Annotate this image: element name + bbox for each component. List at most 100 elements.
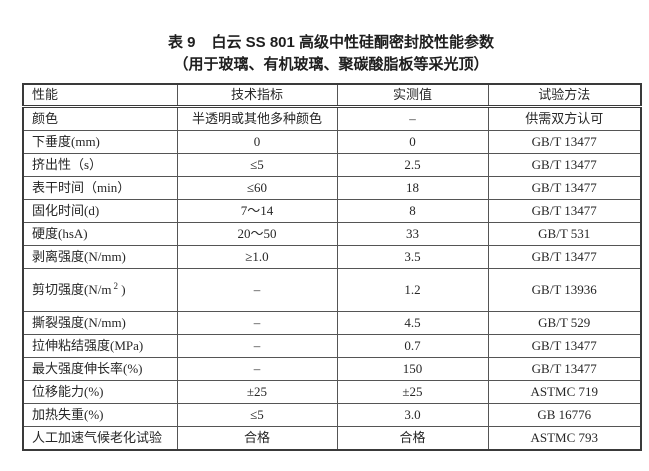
measured-cell: 3.5 — [336, 245, 489, 269]
table-row: 拉伸粘结强度(MPa) – 0.7 GB/T 13477 — [22, 334, 642, 358]
property-text: 挤出性（s） — [32, 157, 103, 172]
measured-cell: 3.0 — [336, 403, 489, 427]
column-header-spec: 技术指标 — [176, 83, 338, 108]
property-superscript — [88, 225, 90, 235]
table-row: 硬度(hsA) 20～50 33 GB/T 531 — [22, 222, 642, 246]
measured-cell: 33 — [336, 222, 489, 246]
spec-cell: 20～50 — [176, 222, 338, 246]
property-superscript — [102, 156, 104, 166]
property-cell: 硬度(hsA) — [22, 222, 178, 246]
spec-cell: ≤5 — [176, 403, 338, 427]
method-cell: GB/T 13477 — [487, 176, 642, 200]
measured-cell: 18 — [336, 176, 489, 200]
property-superscript: 2 — [113, 281, 118, 291]
spec-cell: 7～14 — [176, 199, 338, 223]
spec-cell: ≥1.0 — [176, 245, 338, 269]
spec-cell: – — [176, 357, 338, 381]
property-text: 撕裂强度(N/mm) — [32, 315, 126, 330]
property-cell: 最大强度伸长率(%) — [22, 357, 178, 381]
property-superscript — [162, 429, 164, 439]
property-close: ) — [117, 282, 126, 297]
property-cell: 固化时间(d) — [22, 199, 178, 223]
property-text: 最大强度伸长率(%) — [32, 361, 143, 376]
table-row: 剥离强度(N/mm) ≥1.0 3.5 GB/T 13477 — [22, 245, 642, 269]
property-text: 硬度(hsA) — [32, 226, 88, 241]
property-superscript — [126, 248, 128, 258]
method-cell: 供需双方认可 — [487, 106, 642, 131]
spec-cell: 半透明或其他多种颜色 — [176, 106, 338, 131]
spec-cell: – — [176, 311, 338, 335]
property-cell: 剥离强度(N/mm) — [22, 245, 178, 269]
measured-cell: 150 — [336, 357, 489, 381]
measured-cell: – — [336, 106, 489, 131]
property-superscript — [143, 337, 145, 347]
method-cell: GB/T 529 — [487, 311, 642, 335]
method-cell: GB/T 13936 — [487, 268, 642, 312]
method-cell: GB/T 13477 — [487, 130, 642, 154]
measured-cell: 8 — [336, 199, 489, 223]
table-body: 颜色 半透明或其他多种颜色 – 供需双方认可 下垂度(mm) 0 0 GB/T … — [22, 106, 642, 451]
spec-cell: ≤5 — [176, 153, 338, 177]
property-cell: 人工加速气候老化试验 — [22, 426, 178, 451]
table-title: 表 9 白云 SS 801 高级中性硅酮密封胶性能参数 — [22, 34, 640, 52]
table-row: 加热失重(%) ≤5 3.0 GB 16776 — [22, 403, 642, 427]
property-text: 人工加速气候老化试验 — [32, 430, 163, 445]
measured-cell: 0.7 — [336, 334, 489, 358]
table-row: 位移能力(%) ±25 ±25 ASTMC 719 — [22, 380, 642, 404]
property-text: 固化时间(d) — [32, 203, 100, 218]
property-cell: 拉伸粘结强度(MPa) — [22, 334, 178, 358]
property-text: 下垂度(mm) — [32, 134, 100, 149]
property-superscript — [104, 406, 106, 416]
property-text: 拉伸粘结强度(MPa) — [32, 338, 144, 353]
header-row: 性能 技术指标 实测值 试验方法 — [22, 83, 642, 108]
column-header-method: 试验方法 — [487, 83, 642, 108]
property-superscript — [130, 179, 132, 189]
measured-cell: 合格 — [336, 426, 489, 451]
table-number: 表 9 — [167, 34, 196, 51]
column-header-measured: 实测值 — [336, 83, 489, 108]
property-superscript — [143, 360, 145, 370]
method-cell: ASTMC 793 — [487, 426, 642, 451]
table-row: 下垂度(mm) 0 0 GB/T 13477 — [22, 130, 642, 154]
table-row: 固化时间(d) 7～14 8 GB/T 13477 — [22, 199, 642, 223]
spec-cell: 合格 — [176, 426, 338, 451]
property-superscript — [100, 133, 102, 143]
measured-cell: ±25 — [336, 380, 489, 404]
property-superscript — [104, 383, 106, 393]
method-cell: ASTMC 719 — [487, 380, 642, 404]
measured-cell: 0 — [336, 130, 489, 154]
property-cell: 颜色 — [22, 106, 178, 131]
property-cell: 位移能力(%) — [22, 380, 178, 404]
property-cell: 撕裂强度(N/mm) — [22, 311, 178, 335]
table-subtitle: （用于玻璃、有机玻璃、聚碳酸脂板等采光顶） — [173, 56, 489, 73]
method-cell: GB/T 13477 — [487, 199, 642, 223]
property-text: 剪切强度(N/m — [32, 282, 112, 297]
property-superscript — [58, 110, 60, 120]
property-cell: 剪切强度(N/m 2 ) — [22, 268, 178, 312]
method-cell: GB/T 13477 — [487, 245, 642, 269]
table-title-text: 白云 SS 801 高级中性硅酮密封胶性能参数 — [211, 34, 495, 51]
spec-cell: ≤60 — [176, 176, 338, 200]
property-cell: 挤出性（s） — [22, 153, 178, 177]
property-text: 颜色 — [32, 111, 59, 126]
method-cell: GB/T 13477 — [487, 334, 642, 358]
property-superscript — [99, 202, 101, 212]
property-text: 剥离强度(N/mm) — [32, 249, 126, 264]
performance-parameters-table: 性能 技术指标 实测值 试验方法 颜色 半透明或其他多种颜色 – 供需双方认可 … — [22, 83, 642, 451]
property-text: 加热失重(%) — [32, 407, 104, 422]
property-text: 位移能力(%) — [32, 384, 104, 399]
table-row: 撕裂强度(N/mm) – 4.5 GB/T 529 — [22, 311, 642, 335]
spec-cell: – — [176, 268, 338, 312]
spec-cell: ±25 — [176, 380, 338, 404]
table-header: 性能 技术指标 实测值 试验方法 — [22, 83, 642, 108]
method-cell: GB/T 13477 — [487, 153, 642, 177]
method-cell: GB/T 531 — [487, 222, 642, 246]
table-row: 人工加速气候老化试验 合格 合格 ASTMC 793 — [22, 426, 642, 451]
table-row: 剪切强度(N/m 2 ) – 1.2 GB/T 13936 — [22, 268, 642, 312]
method-cell: GB/T 13477 — [487, 357, 642, 381]
property-cell: 加热失重(%) — [22, 403, 178, 427]
property-cell: 下垂度(mm) — [22, 130, 178, 154]
measured-cell: 2.5 — [336, 153, 489, 177]
column-header-property: 性能 — [22, 83, 178, 108]
